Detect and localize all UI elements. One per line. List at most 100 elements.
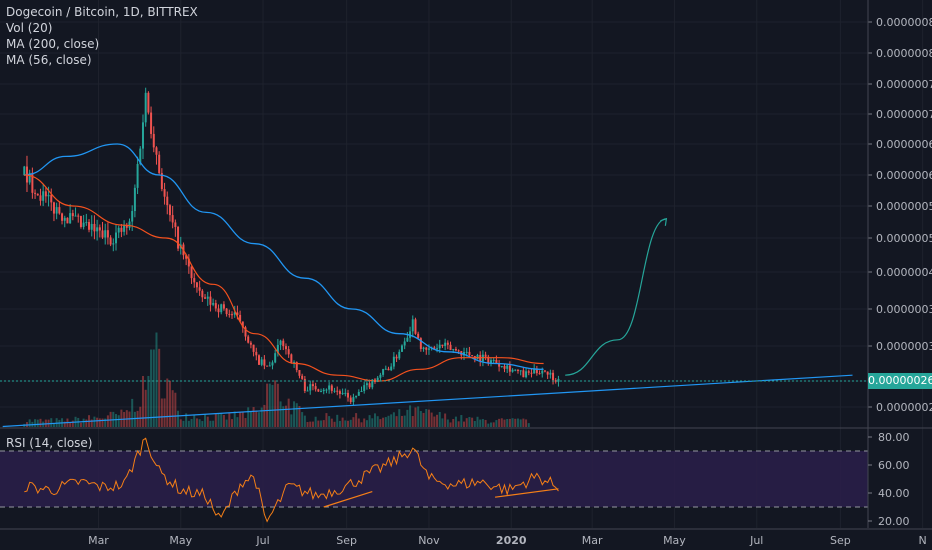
x-tick-label: May: [169, 534, 192, 547]
candle-body: [198, 287, 201, 291]
volume-bar: [198, 419, 201, 427]
volume-bar: [425, 409, 428, 427]
volume-bar: [336, 414, 339, 427]
volume-bar: [414, 407, 417, 427]
ma56-line: [24, 174, 544, 382]
candle-body: [139, 148, 142, 165]
candle-body: [468, 351, 471, 356]
volume-bar: [115, 414, 118, 427]
candle-body: [530, 372, 533, 374]
volume-bar: [449, 422, 452, 427]
volume-bar: [82, 418, 85, 427]
volume-bar: [260, 407, 263, 427]
volume-bar: [160, 398, 163, 427]
ma200-line: [24, 143, 544, 370]
candle-body: [554, 380, 557, 382]
symbol-title[interactable]: Dogecoin / Bitcoin, 1D, BITTREX: [6, 5, 198, 19]
candle-body: [465, 351, 468, 353]
candle-body: [174, 222, 177, 227]
volume-bar: [214, 413, 217, 427]
volume-bar: [508, 418, 511, 427]
candle-body: [457, 350, 460, 352]
volume-bar: [463, 421, 466, 427]
volume-bar: [349, 419, 352, 427]
volume-bar: [433, 416, 436, 427]
volume-bar: [279, 401, 282, 427]
volume-bar: [217, 413, 220, 427]
candle-body: [104, 230, 107, 238]
candle-body: [228, 314, 231, 316]
candle-body: [241, 321, 244, 328]
y-tick-label: 0.00000022: [876, 401, 932, 414]
volume-bar: [490, 422, 493, 427]
volume-bar: [333, 421, 336, 427]
rsi-line: [24, 437, 559, 523]
volume-bar: [152, 349, 155, 427]
volume-bar: [376, 416, 379, 427]
volume-bar: [465, 418, 468, 427]
candle-body: [88, 222, 91, 230]
volume-bar: [341, 417, 344, 427]
candle-body: [66, 217, 69, 224]
volume-bar: [209, 420, 212, 427]
volume-bar: [498, 418, 501, 427]
y-tick-label: 0.00000044: [876, 266, 932, 279]
candle-body: [55, 207, 58, 214]
candle-body: [309, 384, 312, 391]
candle-body: [23, 166, 26, 175]
candle-body: [177, 226, 180, 249]
candle-body: [155, 147, 158, 155]
candle-body: [28, 172, 31, 183]
candle-body: [514, 369, 517, 371]
rsi-tick-label: 80.00: [878, 431, 910, 444]
volume-bar: [417, 406, 420, 427]
candle-body: [384, 368, 387, 370]
rsi-legend[interactable]: RSI (14, close): [6, 436, 93, 450]
x-tick-label: 2020: [496, 534, 527, 547]
candle-body: [266, 365, 269, 367]
volume-bar: [233, 411, 236, 427]
candle-body: [344, 392, 347, 394]
candle-body: [77, 215, 80, 217]
candle-body: [406, 337, 409, 342]
support-trendline: [2, 374, 853, 428]
volume-bar: [328, 416, 331, 427]
rsi-tick-label: 20.00: [878, 515, 910, 528]
rsi-divergence-2: [494, 488, 559, 498]
volume-bar: [522, 418, 525, 427]
indicator-vol[interactable]: Vol (20): [6, 21, 53, 35]
volume-bar: [468, 416, 471, 427]
candle-body: [96, 227, 99, 232]
candle-body: [47, 194, 50, 197]
candle-body: [98, 227, 101, 231]
indicator-ma200[interactable]: MA (200, close): [6, 37, 100, 51]
volume-bar: [144, 389, 147, 427]
candle-body: [390, 366, 393, 371]
candle-body: [50, 194, 53, 203]
volume-bar: [290, 414, 293, 427]
candle-body: [379, 374, 382, 378]
candle-body: [244, 327, 247, 337]
candle-body: [508, 365, 511, 372]
volume-bar: [187, 420, 190, 427]
volume-bar: [303, 415, 306, 427]
indicator-ma56[interactable]: MA (56, close): [6, 53, 92, 67]
candle-body: [422, 347, 425, 349]
candle-body: [484, 354, 487, 357]
volume-bar: [314, 416, 317, 427]
candle-body: [541, 370, 544, 374]
rsi-tick-label: 60.00: [878, 459, 910, 472]
candle-body: [376, 377, 379, 383]
candle-body: [284, 346, 287, 350]
volume-bar: [231, 419, 234, 427]
candle-body: [395, 356, 398, 359]
volume-bar: [90, 419, 93, 427]
candle-body: [363, 385, 366, 391]
candle-body: [42, 191, 45, 201]
candle-body: [185, 255, 188, 259]
volume-bar: [244, 418, 247, 427]
x-tick-label: Sep: [830, 534, 851, 547]
volume-bar: [484, 419, 487, 427]
candle-body: [490, 360, 493, 364]
